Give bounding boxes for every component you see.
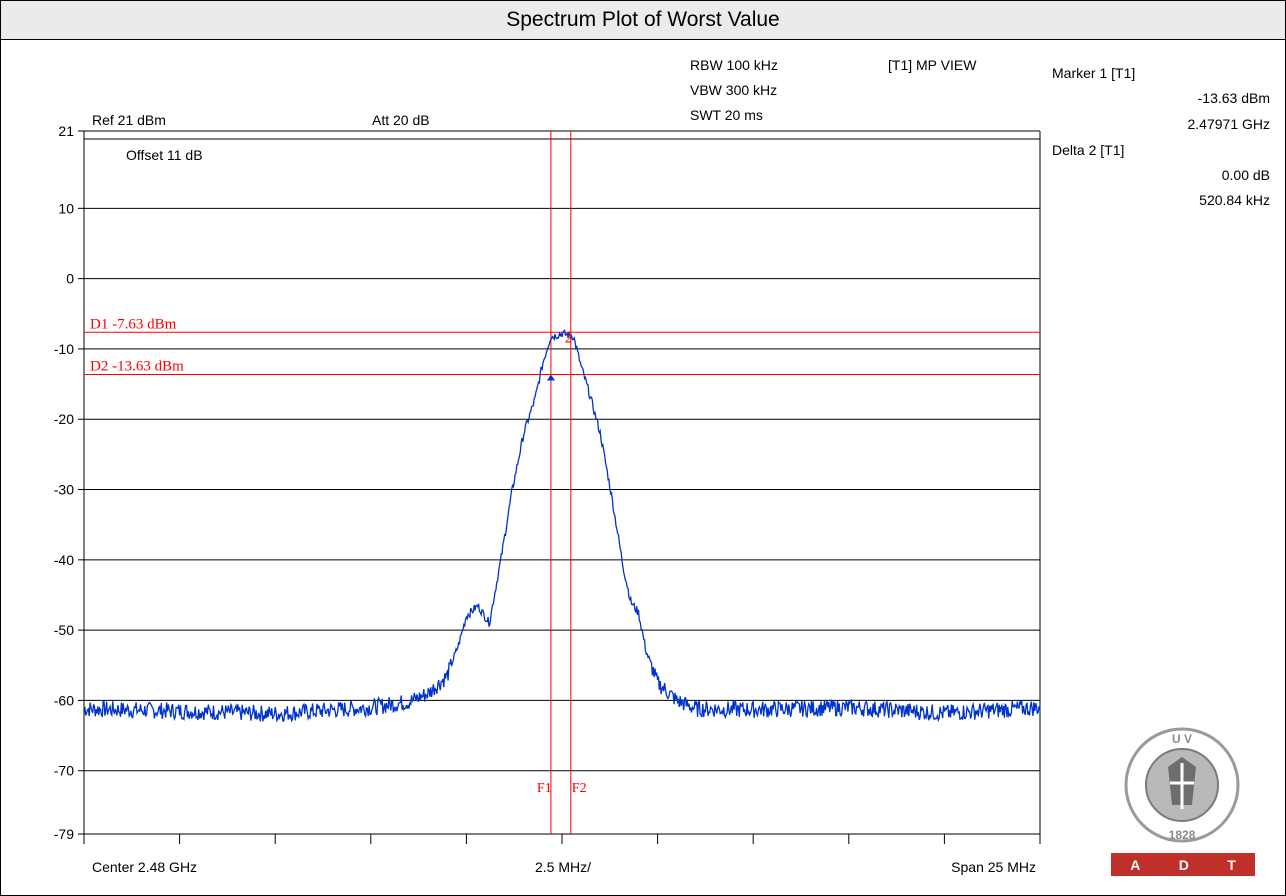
bureau-veritas-seal: U V 1828 <box>1124 727 1240 843</box>
marker1-label: Marker 1 [T1] <box>1052 65 1135 81</box>
adt-logo: A D T <box>1111 853 1255 876</box>
ref-text: Ref 21 dBm <box>92 112 166 128</box>
offset-text: Offset 11 dB <box>126 147 203 163</box>
axis-ticks: 21 10 0 -10 -20 -30 -40 -50 -60 -70 -79 <box>54 123 1041 844</box>
frequency-line-label-2: F2 <box>572 781 587 796</box>
division-text: 2.5 MHz/ <box>535 859 591 875</box>
swt-text: SWT 20 ms <box>690 107 763 123</box>
marker1-level: -13.63 dBm <box>1198 90 1270 106</box>
delta2-level: 0.00 dB <box>1222 167 1270 183</box>
view-text: [T1] MP VIEW <box>888 57 977 73</box>
vbw-text: VBW 300 kHz <box>690 82 777 98</box>
center-frequency: Center 2.48 GHz <box>92 859 197 875</box>
span-text: Span 25 MHz <box>951 859 1036 875</box>
y-tick-label-0: 21 <box>58 123 74 139</box>
y-tick-label-8: -60 <box>54 692 74 708</box>
y-tick-label-2: 0 <box>66 271 74 287</box>
svg-text:U V: U V <box>1172 732 1192 746</box>
y-tick-label-4: -20 <box>54 411 74 427</box>
y-tick-label-3: -10 <box>54 341 74 357</box>
y-tick-label-7: -50 <box>54 622 74 638</box>
page-title: Spectrum Plot of Worst Value <box>1 1 1285 40</box>
adt-letter-t: T <box>1227 856 1236 873</box>
spectrum-trace <box>83 329 1041 723</box>
y-tick-label-6: -40 <box>54 552 74 568</box>
y-tick-label-10: -79 <box>54 826 74 842</box>
y-tick-label-5: -30 <box>54 482 74 498</box>
marker1-freq: 2.47971 GHz <box>1188 116 1271 132</box>
display-line-label-2: D2 -13.63 dBm <box>90 358 184 374</box>
svg-text:1828: 1828 <box>1169 828 1196 842</box>
delta2-label: Delta 2 [T1] <box>1052 142 1124 158</box>
adt-letter-a: A <box>1130 856 1141 873</box>
rbw-text: RBW 100 kHz <box>690 57 778 73</box>
marker-symbols: 2 <box>546 330 573 381</box>
adt-letter-d: D <box>1178 856 1189 873</box>
display-line-label-1: D1 -7.63 dBm <box>90 316 177 332</box>
frequency-line-label-1: F1 <box>537 781 552 796</box>
y-tick-label-1: 10 <box>58 200 74 216</box>
att-text: Att 20 dB <box>372 112 430 128</box>
marker-symbol-1 <box>546 374 555 381</box>
grid <box>83 130 1041 835</box>
delta2-freq: 520.84 kHz <box>1199 192 1270 208</box>
marker-symbol-2: 2 <box>565 330 573 346</box>
y-tick-label-9: -70 <box>54 763 74 779</box>
reference-lines: D1 -7.63 dBm D2 -13.63 dBm F1 F2 <box>84 131 1040 834</box>
